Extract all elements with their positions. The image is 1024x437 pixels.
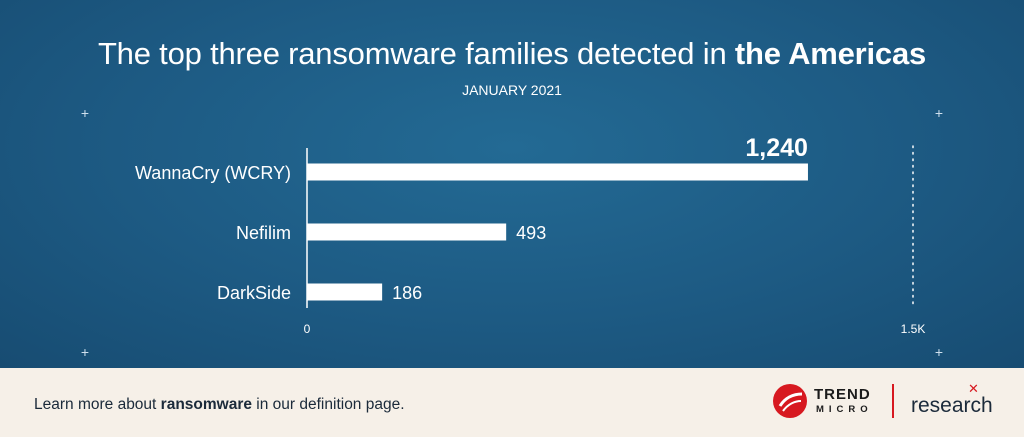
plus-decoration-icon: +: [80, 105, 90, 121]
data-label: 493: [516, 223, 546, 243]
plus-decoration-icon: +: [934, 105, 944, 121]
data-label: 186: [392, 283, 422, 303]
brand-micro-text: MICRO: [816, 404, 873, 415]
research-x-icon: ✕: [968, 381, 979, 396]
footer-text-suffix: in our definition page.: [252, 396, 405, 413]
footer-bar: Learn more about ransomware in our defin…: [0, 368, 1024, 437]
x-tick-label: 1.5K: [901, 322, 926, 336]
title-prefix: The top three ransomware families detect…: [97, 36, 735, 71]
footer-text-prefix: Learn more about: [34, 396, 161, 413]
plus-decoration-icon: +: [934, 344, 944, 360]
bar-2: [307, 283, 383, 301]
chart-subtitle: JANUARY 2021: [462, 82, 562, 98]
title-emphasis: the Americas: [734, 36, 927, 71]
category-label: WannaCry (WCRY): [135, 163, 291, 183]
data-label: 1,240: [745, 134, 808, 162]
category-label: DarkSide: [217, 283, 291, 303]
footer-text-emphasis: ransomware: [160, 396, 252, 413]
bar-0: [307, 163, 808, 181]
bar-1: [307, 223, 507, 241]
trend-micro-logo-icon: [773, 384, 807, 418]
chart-panel: [0, 0, 1024, 368]
brand-research-text: research: [911, 394, 993, 417]
brand-trend-text: TREND: [814, 386, 871, 403]
chart-title: The top three ransomware families detect…: [0, 36, 1024, 72]
plus-decoration-icon: +: [80, 344, 90, 360]
brand-divider: [892, 384, 894, 418]
footer-link-text[interactable]: Learn more about ransomware in our defin…: [34, 396, 405, 414]
bar-chart: WannaCry (WCRY) 1,240 Nefilim 493 DarkSide 18…: [135, 134, 926, 336]
category-label: Nefilim: [236, 223, 291, 243]
x-tick-label: 0: [304, 322, 311, 336]
